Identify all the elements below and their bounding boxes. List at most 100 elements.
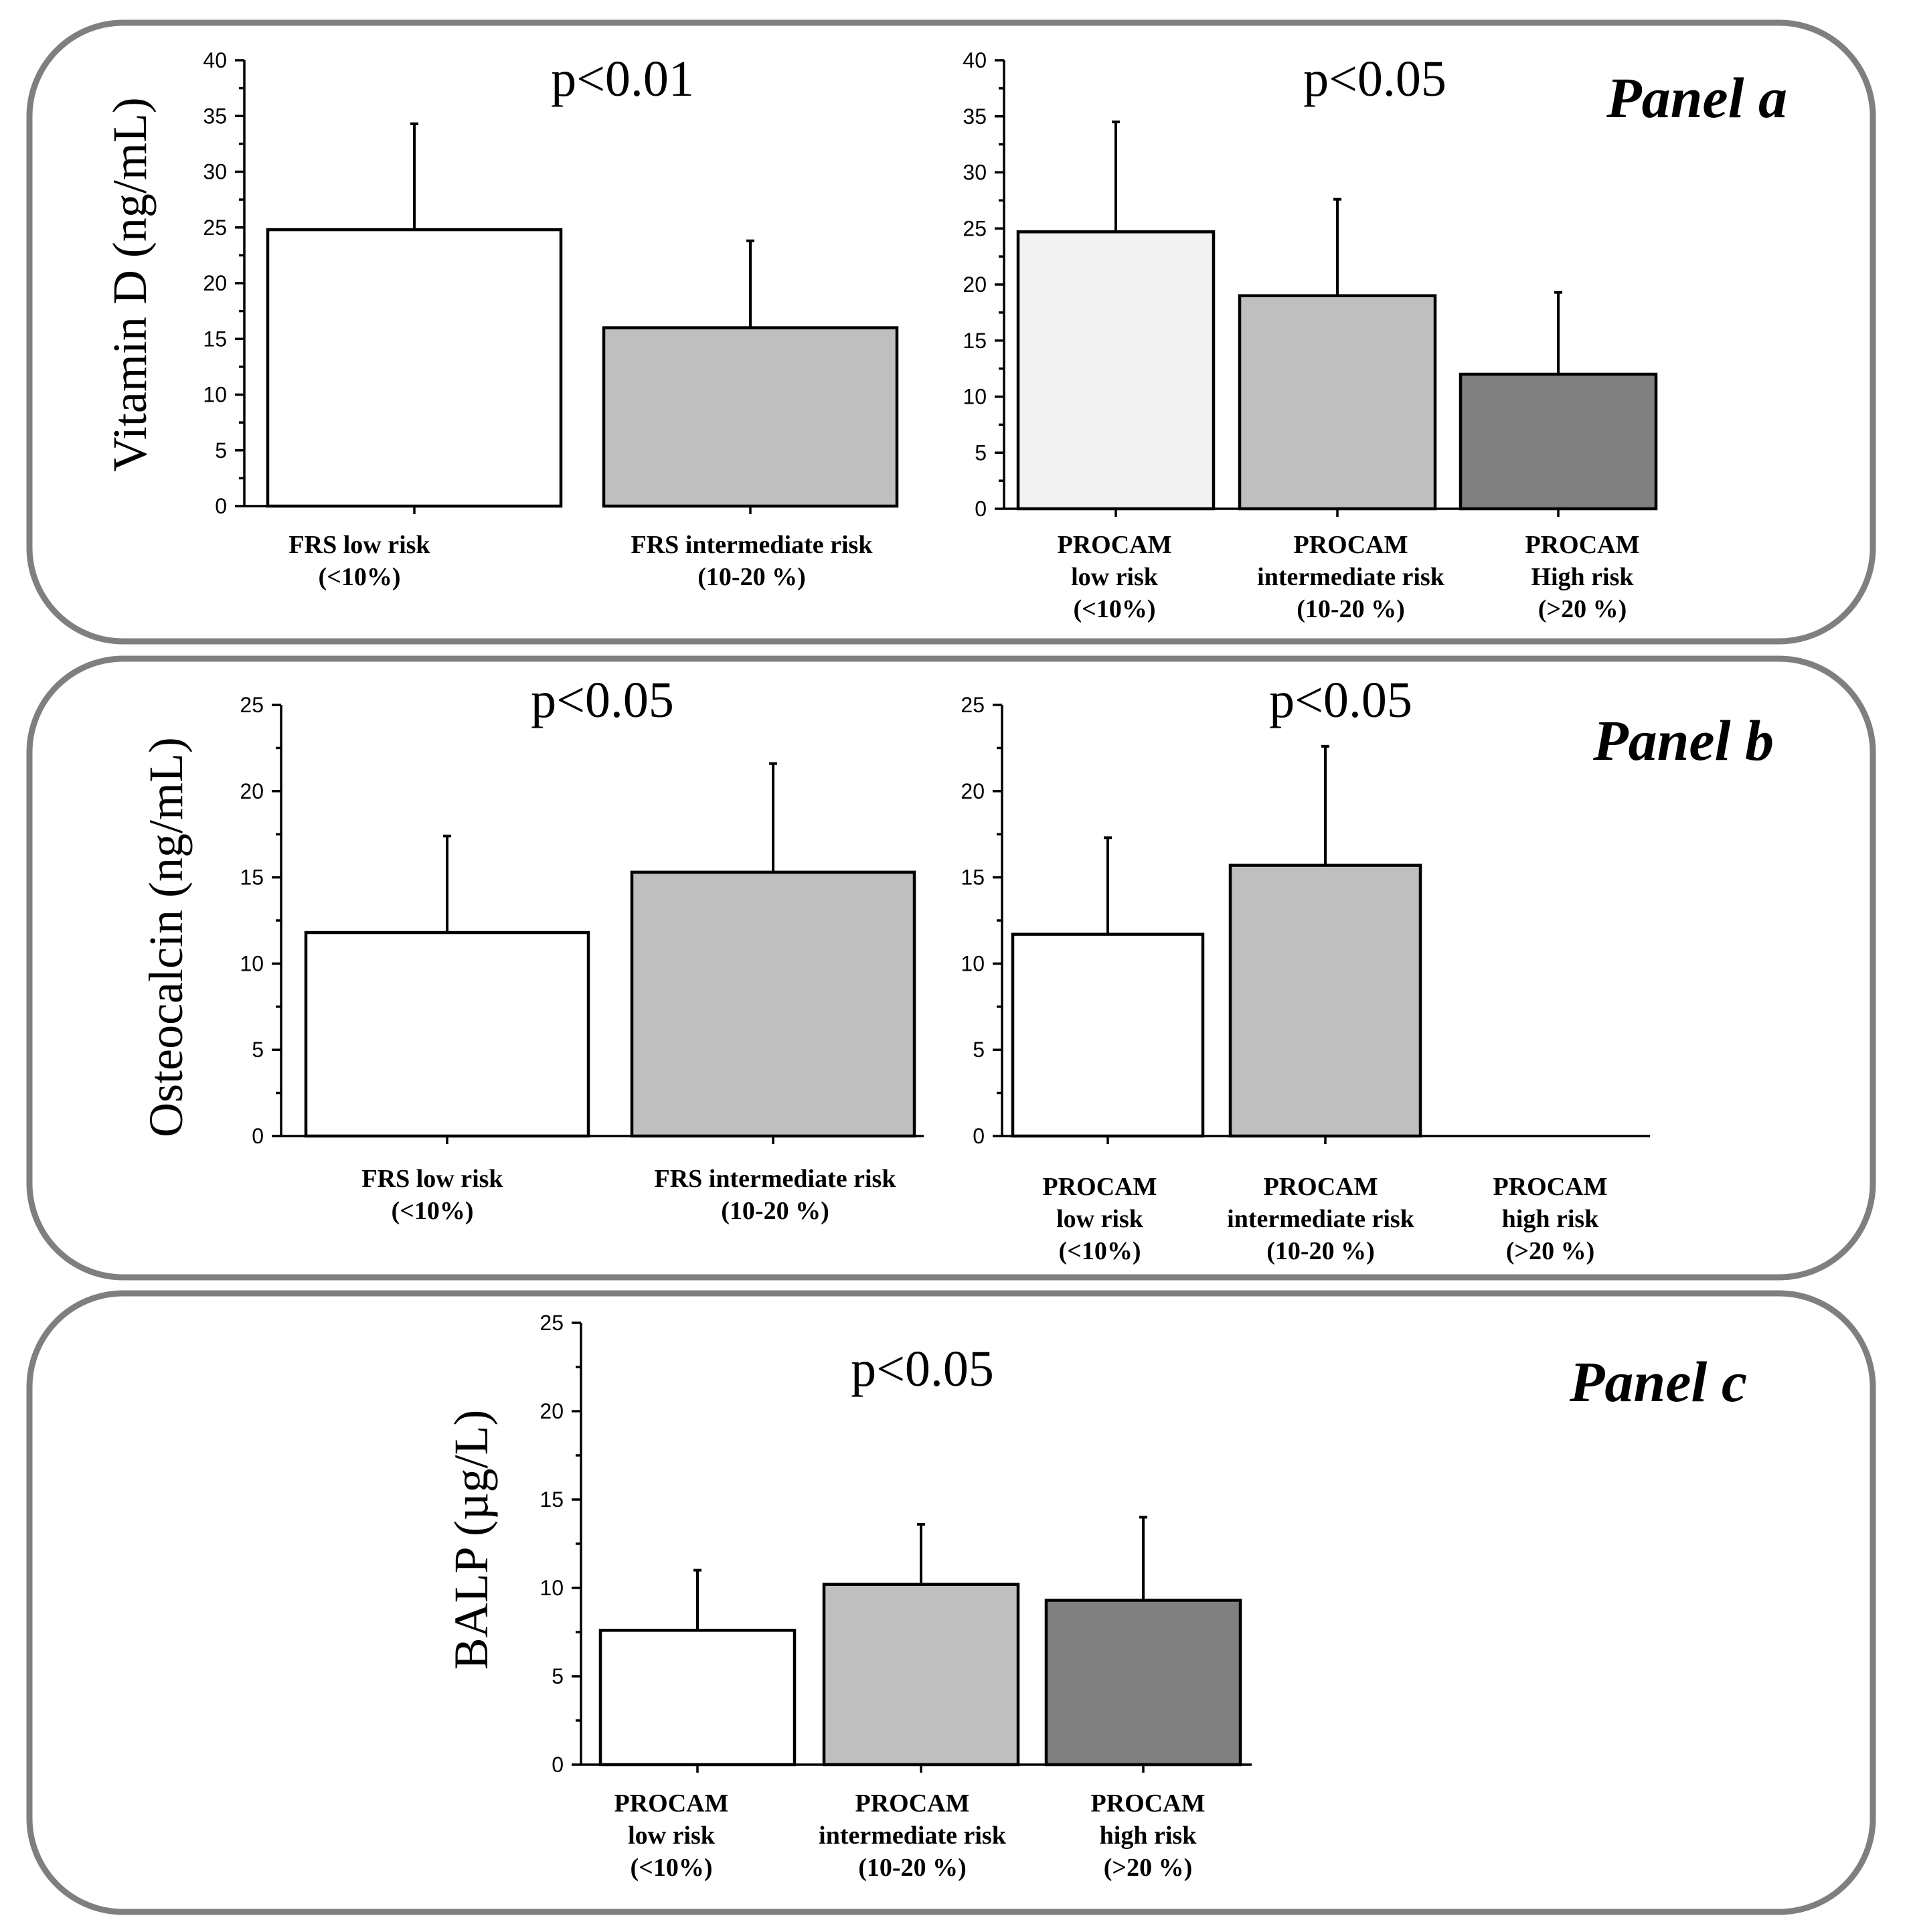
y-tick-label: 25 (963, 216, 987, 240)
x-category-label: intermediate risk (1257, 563, 1445, 591)
x-category-label: (<10%) (319, 563, 401, 591)
bar (1044, 1599, 1242, 1767)
x-category-label: (>20 %) (1506, 1237, 1594, 1265)
bar (266, 228, 563, 508)
x-category-label: (>20 %) (1538, 595, 1627, 623)
x-category-label: (10-20 %) (697, 563, 805, 591)
x-category-label: intermediate risk (819, 1822, 1007, 1850)
panel-b-title: Panel b (1592, 708, 1774, 773)
bar (1016, 230, 1216, 511)
x-category-label: (10-20 %) (858, 1854, 966, 1882)
y-tick-label: 5 (973, 1038, 985, 1062)
y-tick-label: 40 (963, 48, 987, 72)
y-tick-label: 20 (963, 272, 987, 297)
y-tick-label: 5 (215, 438, 227, 463)
x-category-label: FRS low risk (288, 531, 430, 559)
p-value-annotation: p<0.05 (1303, 51, 1446, 107)
p-value-annotation: p<0.01 (551, 51, 694, 107)
x-category-label: (10-20 %) (721, 1197, 829, 1225)
x-category-label: PROCAM (1294, 531, 1408, 559)
x-category-label: (<10%) (392, 1197, 474, 1225)
x-category-label: (<10%) (631, 1854, 713, 1882)
x-category-label: FRS intermediate risk (655, 1165, 897, 1193)
bar (1459, 372, 1658, 511)
y-tick-label: 25 (961, 693, 985, 717)
chart-a-procam: p<0.05 0 5 10 15 20 25 30 35 40 PROCAM low risk (<10… (963, 48, 1658, 623)
x-category-label: PROCAM (1525, 531, 1640, 559)
y-tick-label: 20 (203, 271, 227, 295)
x-category-label: low risk (1071, 563, 1159, 591)
panel-a-y-axis-label: Vitamin D (ng/mL) (103, 97, 157, 472)
y-tick-label: 0 (252, 1124, 264, 1148)
y-tick-label: 5 (252, 1038, 264, 1062)
x-category-label: (10-20 %) (1297, 595, 1404, 623)
y-tick-label: 5 (975, 440, 987, 465)
p-value-annotation: p<0.05 (1269, 672, 1412, 728)
x-category-label: (<10%) (1059, 1237, 1141, 1265)
x-category-label: (10-20 %) (1266, 1237, 1374, 1265)
y-tick-label: 15 (963, 329, 987, 353)
y-tick-label: 15 (540, 1487, 564, 1512)
x-category-label: (>20 %) (1104, 1854, 1192, 1882)
chart-b-procam: p<0.05 0 5 10 15 20 25 PROCAM low risk (<10%) PROC… (961, 672, 1650, 1265)
y-tick-label: 0 (215, 494, 227, 518)
x-category-label: intermediate risk (1227, 1205, 1415, 1233)
bar (1011, 933, 1205, 1138)
y-tick-label: 15 (961, 866, 985, 890)
y-tick-label: 20 (961, 779, 985, 803)
x-category-label: PROCAM (1493, 1173, 1608, 1201)
y-tick-label: 20 (240, 779, 264, 803)
x-category-label: high risk (1502, 1205, 1600, 1233)
y-tick-label: 10 (540, 1576, 564, 1600)
chart-b-frs: p<0.05 0 5 10 15 20 25 FRS low risk (<10%) FRS in… (240, 672, 924, 1225)
bar (1228, 864, 1422, 1138)
y-tick-label: 5 (552, 1664, 564, 1688)
chart-a-frs: p<0.01 0 5 10 15 20 25 30 35 40 FRS low risk (<10%)… (203, 48, 899, 591)
y-tick-label: 25 (203, 216, 227, 240)
x-category-label: PROCAM (1058, 531, 1172, 559)
bar (602, 326, 899, 508)
y-tick-label: 40 (203, 48, 227, 72)
y-tick-label: 10 (203, 383, 227, 407)
y-tick-label: 35 (203, 104, 227, 128)
x-category-label: PROCAM (1043, 1173, 1157, 1201)
x-category-label: high risk (1100, 1822, 1197, 1850)
y-tick-label: 15 (240, 866, 264, 890)
x-category-label: High risk (1531, 563, 1634, 591)
x-category-label: low risk (628, 1822, 716, 1850)
p-value-annotation: p<0.05 (531, 672, 674, 728)
x-category-label: PROCAM (1264, 1173, 1378, 1201)
y-tick-label: 0 (975, 497, 987, 521)
p-value-annotation: p<0.05 (851, 1341, 994, 1397)
chart-c-procam: p<0.05 0 5 10 15 20 25 PROCAM low risk (<10%) PROC… (540, 1311, 1252, 1882)
y-tick-label: 10 (240, 951, 264, 975)
panel-a-title: Panel a (1606, 66, 1787, 130)
x-category-label: (<10%) (1074, 595, 1156, 623)
bar (822, 1583, 1020, 1767)
bar (630, 870, 916, 1138)
y-tick-label: 10 (963, 385, 987, 409)
bar (1238, 294, 1437, 511)
bar (304, 931, 590, 1138)
y-tick-label: 35 (963, 104, 987, 129)
panel-b-y-axis-label: Osteocalcin (ng/mL) (139, 737, 193, 1137)
y-tick-label: 0 (552, 1753, 564, 1777)
y-tick-label: 15 (203, 327, 227, 351)
y-tick-label: 30 (203, 160, 227, 184)
y-tick-label: 25 (540, 1311, 564, 1335)
x-category-label: low risk (1056, 1205, 1144, 1233)
panel-c-title: Panel c (1569, 1350, 1747, 1414)
x-category-label: FRS low risk (361, 1165, 503, 1193)
y-tick-label: 0 (973, 1124, 985, 1148)
y-tick-label: 20 (540, 1399, 564, 1423)
y-tick-label: 25 (240, 693, 264, 717)
y-tick-label: 10 (961, 951, 985, 975)
x-category-label: PROCAM (855, 1789, 970, 1818)
bar (598, 1629, 797, 1767)
x-category-label: PROCAM (614, 1789, 729, 1818)
x-category-label: PROCAM (1091, 1789, 1206, 1818)
y-tick-label: 30 (963, 161, 987, 185)
x-category-label: FRS intermediate risk (631, 531, 874, 559)
panel-c-y-axis-label: BALP (µg/L) (444, 1410, 498, 1670)
